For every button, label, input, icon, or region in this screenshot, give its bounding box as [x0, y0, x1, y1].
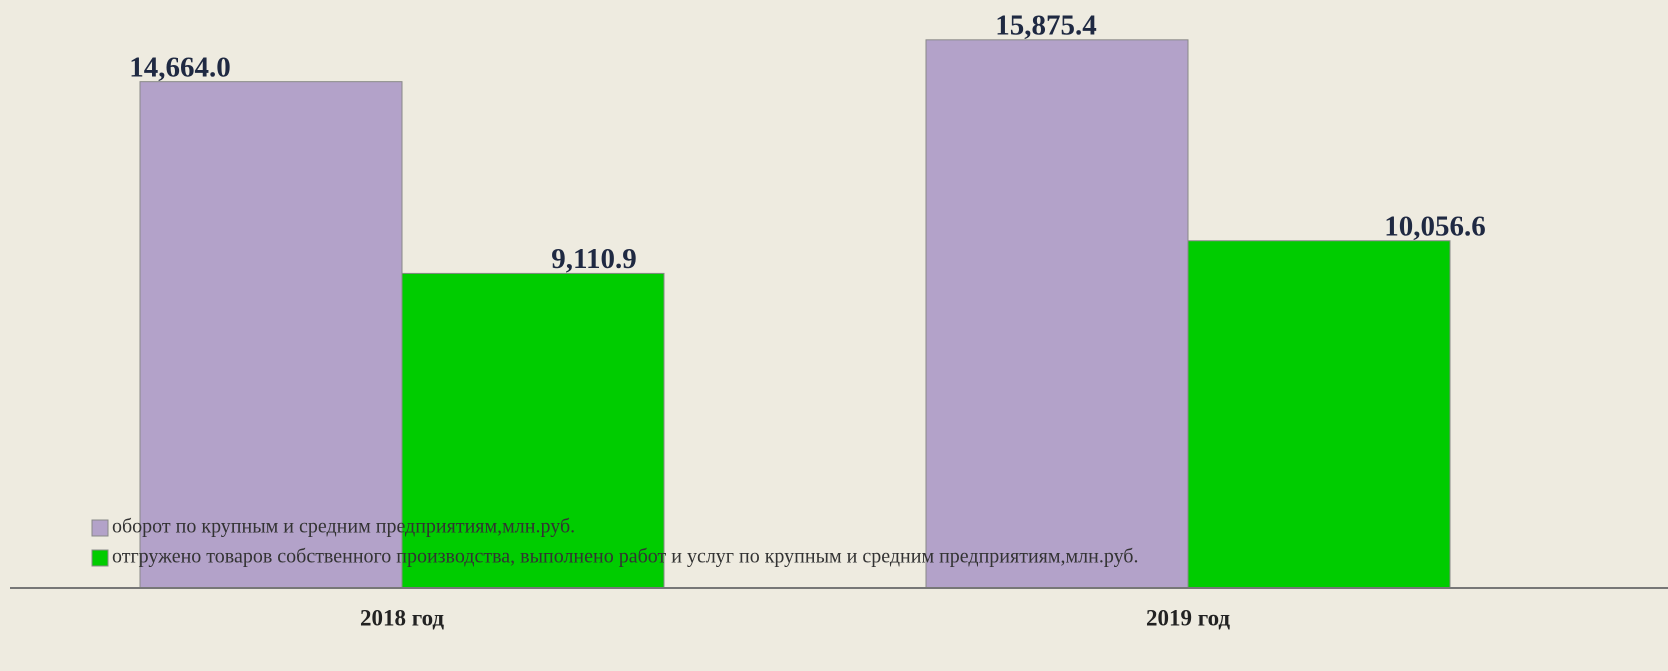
x-tick-label: 2018 год [360, 605, 444, 630]
data-label: 15,875.4 [995, 9, 1097, 41]
legend-label: оборот по крупным и средним предприятиям… [112, 516, 575, 538]
x-tick-label: 2019 год [1146, 605, 1230, 630]
data-label: 9,110.9 [551, 243, 636, 275]
legend-swatch [91, 549, 109, 567]
bar [401, 272, 665, 589]
bar [1187, 240, 1451, 589]
data-label: 14,664.0 [129, 51, 231, 83]
data-label: 10,056.6 [1384, 210, 1486, 242]
legend-label: отгружено товаров собственного производс… [112, 546, 1138, 568]
bar [139, 81, 403, 589]
bar [925, 39, 1189, 589]
legend-swatch [91, 519, 109, 537]
